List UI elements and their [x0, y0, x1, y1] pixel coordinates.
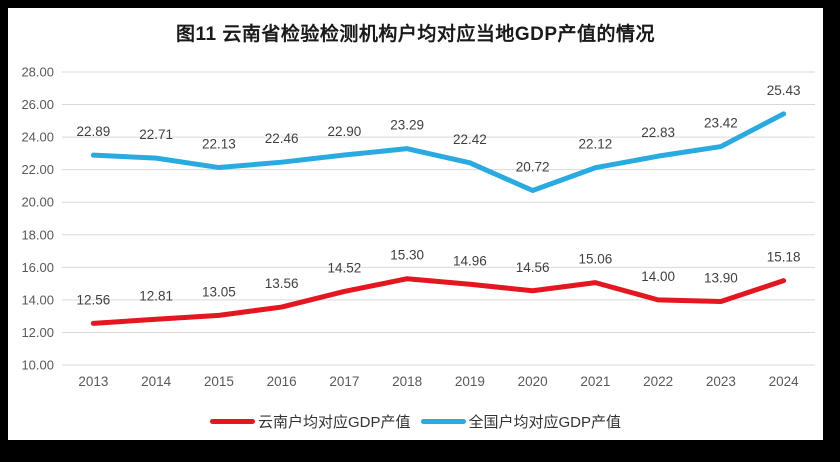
x-tick-label: 2013 — [78, 374, 108, 389]
data-label-series-1: 22.89 — [76, 124, 110, 139]
y-tick-label: 16.00 — [21, 260, 54, 275]
data-label-series-0: 15.18 — [767, 250, 801, 265]
data-label-series-0: 13.05 — [202, 284, 236, 299]
x-tick-label: 2019 — [455, 374, 485, 389]
y-tick-label: 26.00 — [21, 97, 54, 112]
data-label-series-1: 22.46 — [265, 131, 299, 146]
x-tick-label: 2021 — [580, 374, 610, 389]
legend-item-national: 全国户均对应GDP产值 — [420, 411, 622, 432]
chart-plot-area: 10.00 12.00 14.00 16.00 18.00 20.00 22.00 24.00… — [21, 65, 815, 389]
y-tick-label: 14.00 — [21, 292, 54, 307]
x-tick-label: 2024 — [769, 374, 800, 389]
data-label-series-1: 23.29 — [390, 118, 424, 133]
series-line-1 — [90, 111, 787, 194]
data-label-series-0: 15.06 — [578, 252, 612, 267]
data-label-series-0: 12.56 — [76, 292, 110, 307]
data-label-series-1: 22.71 — [139, 127, 173, 142]
legend-swatch-red-line — [209, 419, 255, 424]
legend: 云南户均对应GDP产值 全国户均对应GDP产值 — [8, 411, 823, 432]
series-line-0 — [90, 276, 787, 326]
y-tick-label: 22.00 — [21, 162, 54, 177]
y-tick-label: 10.00 — [21, 358, 54, 373]
x-tick-label: 2015 — [204, 374, 234, 389]
chart-image: 图11 云南省检验检测机构户均对应当地GDP产值的情况 10.00 12.00 14… — [8, 8, 823, 440]
data-label-series-1: 23.42 — [704, 116, 738, 131]
data-label-series-0: 13.90 — [704, 271, 738, 286]
data-label-series-0: 12.81 — [139, 288, 173, 303]
data-label-series-1: 22.42 — [453, 132, 487, 147]
y-tick-label: 28.00 — [21, 65, 54, 80]
x-tick-label: 2020 — [518, 374, 548, 389]
x-tick-label: 2014 — [141, 374, 172, 389]
legend-item-yunnan: 云南户均对应GDP产值 — [209, 411, 411, 432]
data-label-series-0: 14.96 — [453, 253, 487, 268]
data-label-series-0: 14.52 — [327, 260, 361, 275]
y-tick-label: 12.00 — [21, 325, 54, 340]
x-tick-label: 2016 — [267, 374, 297, 389]
legend-label-yunnan: 云南户均对应GDP产值 — [257, 414, 411, 431]
legend-label-national: 全国户均对应GDP产值 — [468, 414, 622, 431]
data-label-series-0: 14.56 — [516, 260, 550, 275]
data-label-series-0: 14.00 — [641, 269, 675, 284]
data-label-series-0: 15.30 — [390, 248, 424, 263]
data-label-series-1: 22.12 — [578, 137, 612, 152]
data-label-series-1: 22.13 — [202, 137, 236, 152]
data-label-series-1: 20.72 — [516, 160, 550, 175]
legend-swatch-blue-line — [420, 419, 466, 424]
y-tick-label: 24.00 — [21, 130, 54, 145]
x-tick-label: 2023 — [706, 374, 736, 389]
data-label-series-1: 22.83 — [641, 125, 675, 140]
x-tick-label: 2022 — [643, 374, 673, 389]
y-tick-label: 20.00 — [21, 195, 54, 210]
data-label-series-1: 25.43 — [767, 83, 801, 98]
chart-title: 图11 云南省检验检测机构户均对应当地GDP产值的情况 — [175, 24, 656, 45]
y-tick-label: 18.00 — [21, 227, 54, 242]
x-tick-label: 2017 — [329, 374, 359, 389]
x-tick-label: 2018 — [392, 374, 422, 389]
data-label-series-0: 13.56 — [265, 276, 299, 291]
data-label-series-1: 22.90 — [327, 124, 361, 139]
